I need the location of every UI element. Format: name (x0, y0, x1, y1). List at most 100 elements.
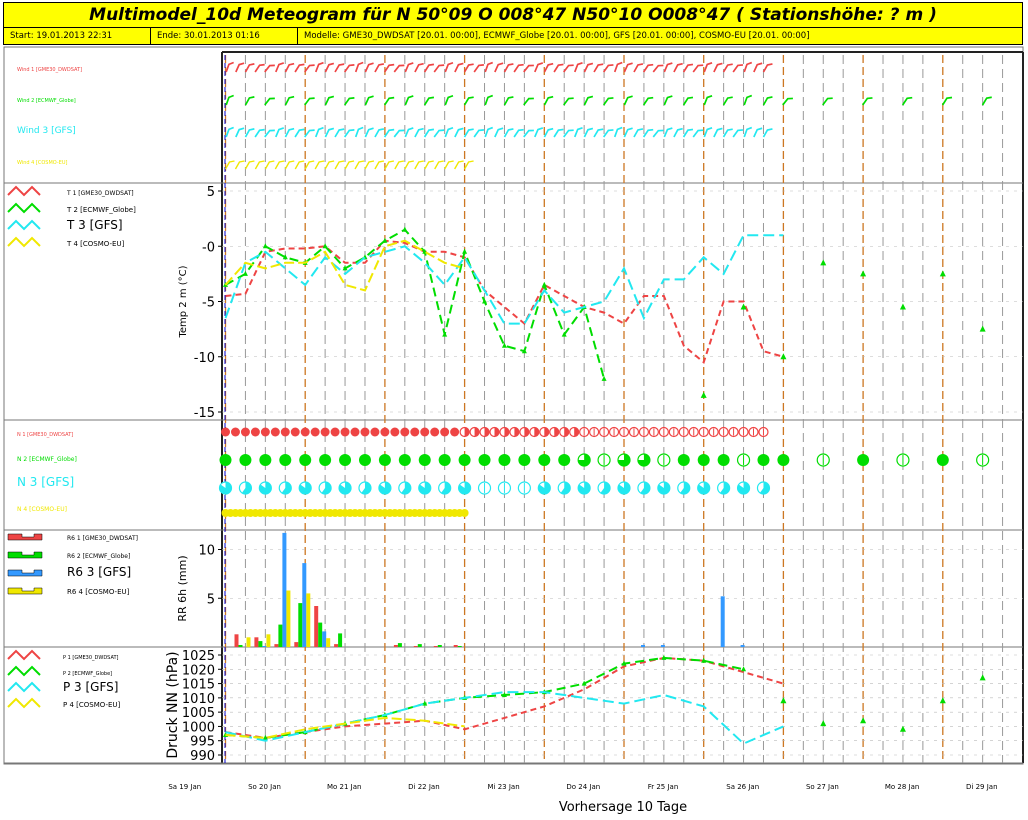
extended-point (899, 725, 906, 732)
wind-barb (473, 129, 484, 138)
legend-label: Wind 3 [GFS] (17, 126, 76, 136)
line-legend-icon (7, 219, 41, 231)
cloud-symbol (221, 427, 230, 437)
wind-barb (234, 160, 245, 170)
wind-barb (534, 127, 544, 138)
legend-label: Wind 4 [COSMO-EU] (17, 160, 67, 166)
wind-barb (573, 61, 583, 73)
wind-barb (642, 96, 654, 106)
precip-bar (258, 641, 263, 647)
precip-bar (266, 634, 271, 647)
wind-barb (304, 97, 315, 106)
y-tick-label: -0 (202, 240, 215, 255)
precip-bar (397, 643, 402, 647)
wind-barb (642, 128, 654, 138)
wind-barb (463, 160, 474, 170)
precip-bar (641, 645, 645, 647)
legend-label: R6 4 [COSMO-EU] (67, 588, 130, 596)
cloud-symbol-fill (458, 482, 471, 494)
cloud-symbol-fill (524, 427, 529, 437)
extended-point (939, 270, 946, 277)
cloud-symbol (410, 427, 420, 437)
extended-point (780, 697, 787, 704)
wind-barb (254, 128, 265, 138)
wind-barb (484, 126, 494, 138)
precip-bar (413, 646, 418, 647)
cloud-symbol (358, 454, 371, 466)
wind-barb (484, 94, 494, 106)
wind-barb (623, 95, 633, 106)
wind-barb (364, 127, 374, 138)
precip-bar (660, 645, 665, 647)
wind-barb (713, 127, 723, 138)
cloud-symbol (320, 427, 330, 437)
wind-barb (743, 94, 753, 106)
cloud-symbol-fill (281, 482, 292, 494)
legend-label: N 4 [COSMO-EU] (17, 506, 67, 513)
precip-bar (338, 633, 343, 647)
cloud-symbol-fill (361, 482, 371, 494)
wind-barb (284, 95, 295, 106)
y-tick-label: 5 (207, 185, 215, 200)
wind-barb (473, 64, 484, 73)
wind-barb (692, 64, 704, 73)
precip-bar (437, 645, 442, 647)
y-tick-label: 1025 (182, 649, 215, 664)
cloud-symbol-fill (299, 482, 312, 494)
wind-barb (324, 95, 335, 106)
wind-barb (553, 128, 564, 138)
wind-barb (294, 63, 305, 73)
chart-title: Multimodel_10d Meteogram für N 50°09 O 0… (3, 2, 1023, 28)
cloud-symbol (440, 427, 450, 437)
wind-barb (663, 95, 673, 106)
wind-barb (343, 97, 355, 106)
cloud-symbol (438, 454, 451, 466)
precip-bar (282, 532, 287, 647)
series-point (262, 243, 268, 249)
wind-barb (494, 62, 504, 73)
start-time: Start: 19.01.2013 22:31 (4, 28, 151, 44)
day-label: Sa 26 Jan (726, 783, 759, 791)
cloud-symbol (260, 427, 270, 437)
day-label: Mi 23 Jan (488, 783, 520, 791)
wind-barb (703, 126, 713, 138)
wind-barb (901, 96, 913, 106)
wind-barb (613, 61, 623, 73)
wind-barb (703, 61, 713, 73)
series-point (262, 734, 268, 740)
cloud-symbol (250, 427, 260, 437)
cloud-symbol-fill (560, 482, 571, 494)
wind-barb (334, 160, 345, 170)
cloud-symbol (697, 454, 710, 466)
legend-label: P 3 [GFS] (63, 680, 118, 694)
line-legend-icon (7, 202, 41, 214)
wind-barb (404, 127, 414, 138)
extended-point (820, 720, 827, 727)
wind-barb (404, 62, 414, 73)
wind-barb (344, 160, 355, 170)
cloud-symbol-fill (219, 482, 232, 494)
wind-barb (941, 96, 953, 106)
precip-bar (326, 638, 331, 647)
extended-point (860, 270, 867, 277)
wind-barb (275, 127, 285, 138)
wind-barb (264, 129, 275, 138)
precip-bar (262, 646, 267, 647)
cloud-symbol-fill (737, 481, 750, 494)
wind-barb (275, 62, 285, 73)
series-point (741, 666, 747, 672)
series-line (225, 656, 784, 739)
wind-barb (762, 96, 773, 106)
wind-barb (433, 129, 445, 138)
wind-barb (225, 94, 234, 106)
wind-barb (225, 126, 234, 138)
wind-barb (981, 96, 992, 106)
cloud-symbol (239, 454, 252, 466)
wind-barb (692, 129, 704, 138)
precip-bar (334, 644, 339, 647)
cloud-symbol (380, 427, 390, 437)
wind-barb (374, 128, 385, 138)
series-line (225, 239, 784, 365)
wind-barb (463, 96, 474, 106)
cloud-symbol-fill (241, 482, 252, 494)
